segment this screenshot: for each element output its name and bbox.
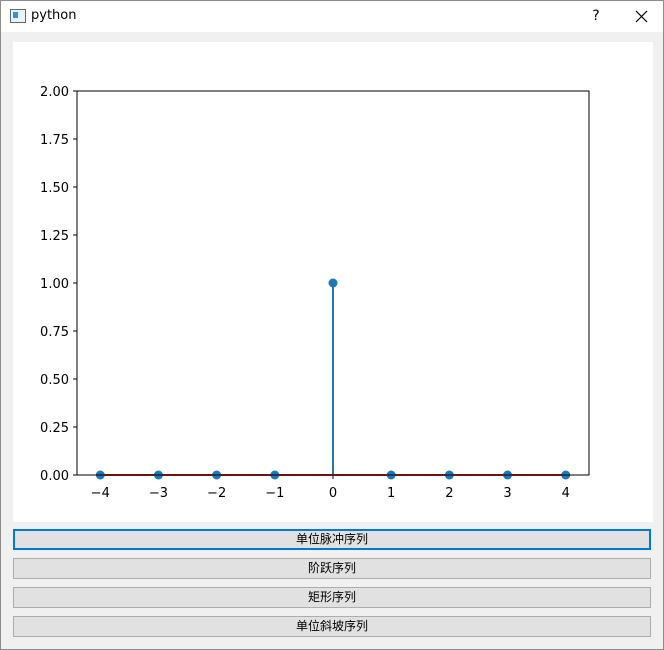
title-bar: python ?	[1, 1, 663, 32]
unit-ramp-button[interactable]: 单位斜坡序列	[13, 616, 651, 637]
close-button[interactable]	[623, 1, 661, 32]
help-button[interactable]: ?	[592, 8, 600, 24]
stem-marker	[328, 278, 338, 288]
app-icon	[10, 9, 26, 23]
y-tick-label: 0.75	[40, 325, 69, 340]
y-tick-label: 0.50	[40, 373, 69, 388]
x-tick-label: −1	[265, 486, 284, 501]
x-tick-label: −4	[91, 486, 110, 501]
y-tick-label: 0.25	[40, 421, 69, 436]
unit-impulse-button[interactable]: 单位脉冲序列	[13, 529, 651, 550]
y-tick-label: 0.00	[40, 469, 69, 484]
y-tick-label: 1.25	[40, 229, 69, 244]
y-tick-label: 1.50	[40, 181, 69, 196]
close-icon	[635, 10, 648, 23]
plot-canvas: 0.00 0.25 0.50 0.75 1.00 1.25 1.50 1.75 2.00 −4 −…	[13, 42, 653, 522]
x-tick-label: 0	[329, 486, 337, 501]
y-tick-label: 1.00	[40, 277, 69, 292]
x-tick-label: 3	[503, 486, 511, 501]
x-tick-label: 2	[445, 486, 453, 501]
stem-chart: 0.00 0.25 0.50 0.75 1.00 1.25 1.50 1.75 2.00 −4 −…	[40, 85, 590, 501]
rectangular-sequence-button[interactable]: 矩形序列	[13, 587, 651, 608]
y-tick-label: 2.00	[40, 85, 69, 100]
step-sequence-button[interactable]: 阶跃序列	[13, 558, 651, 579]
x-tick-label: −3	[149, 486, 168, 501]
y-tick-label: 1.75	[40, 133, 69, 148]
window-title: python	[31, 8, 77, 23]
x-tick-label: 4	[562, 486, 570, 501]
axes-frame	[76, 90, 590, 476]
x-tick-label: −2	[207, 486, 226, 501]
x-tick-label: 1	[387, 486, 395, 501]
